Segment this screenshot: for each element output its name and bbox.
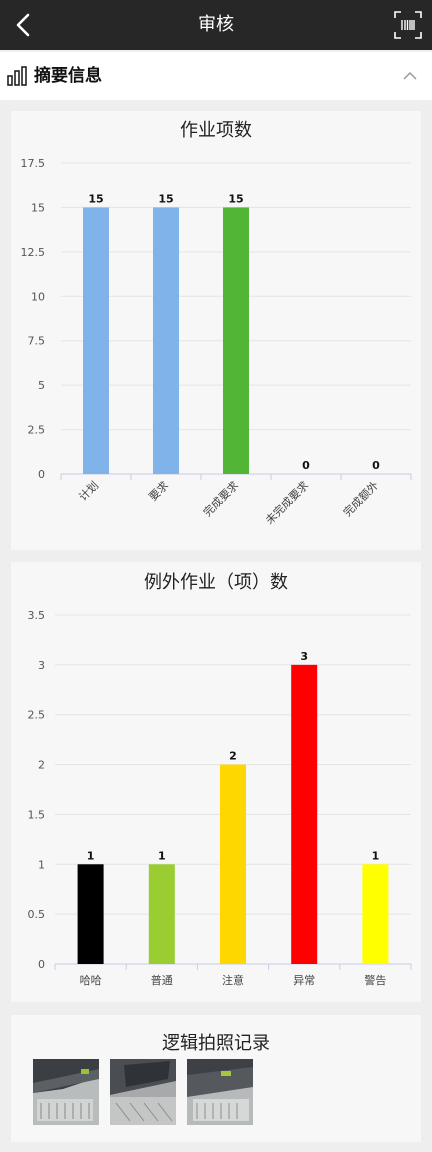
top-bar: 审核	[0, 0, 432, 50]
category-label: 警告	[364, 973, 386, 987]
y-tick-label: 10	[31, 290, 45, 303]
y-tick-label: 5	[38, 379, 45, 392]
y-tick-label: 0.5	[28, 908, 46, 921]
data-label: 1	[87, 849, 95, 862]
chart-card-job-items: 作业项数 0 2.5 5 7.5 10 12.5 15 17.5 15 计划 15 要求 15 完成要求 0 未…	[11, 111, 421, 550]
bar	[291, 664, 318, 964]
data-label: 15	[88, 192, 103, 205]
bar	[223, 207, 249, 474]
data-label: 2	[229, 750, 237, 763]
chart-card-exception-jobs: 例外作业（项）数 0 0.5 1 1.5 2 2.5 3 3.5 1 哈哈 1 普通 2 注意 3 异常 1 警告	[11, 562, 421, 1002]
y-tick-label: 1.5	[28, 808, 46, 821]
page-title: 审核	[198, 14, 234, 35]
data-label: 15	[158, 192, 173, 205]
chevron-left-icon[interactable]	[8, 8, 42, 42]
scan-barcode-icon[interactable]	[392, 9, 424, 41]
exception-jobs-chart: 例外作业（项）数 0 0.5 1 1.5 2 2.5 3 3.5 1 哈哈 1 普通 2 注意 3 异常 1 警告	[28, 572, 412, 987]
bar	[77, 864, 104, 964]
data-label: 15	[228, 192, 243, 205]
category-label: 完成额外	[340, 478, 381, 519]
bar	[83, 207, 109, 474]
photo-record-card: 逻辑拍照记录	[11, 1015, 421, 1142]
category-label: 要求	[146, 479, 171, 504]
category-label: 普通	[151, 973, 173, 987]
category-label: 完成要求	[200, 478, 241, 519]
y-tick-label: 0	[38, 958, 45, 971]
bar	[362, 864, 389, 964]
bar	[220, 764, 246, 964]
chart-title: 例外作业（项）数	[144, 572, 288, 593]
y-tick-label: 3.5	[28, 609, 46, 622]
photo-record-title: 逻辑拍照记录	[162, 1033, 270, 1054]
photo-thumbnail[interactable]	[33, 1059, 99, 1125]
data-label: 0	[302, 459, 310, 472]
category-label: 哈哈	[80, 974, 102, 987]
chevron-up-icon[interactable]	[400, 66, 420, 86]
data-label: 1	[158, 849, 166, 862]
y-tick-label: 0	[38, 468, 45, 481]
data-label: 1	[372, 849, 380, 862]
data-label: 0	[372, 459, 380, 472]
category-label: 注意	[222, 973, 244, 987]
data-label: 3	[300, 650, 308, 663]
y-tick-label: 1	[38, 858, 45, 871]
job-items-chart: 作业项数 0 2.5 5 7.5 10 12.5 15 17.5 15 计划 15 要求 15 完成要求 0 未…	[21, 120, 412, 527]
summary-title: 摘要信息	[34, 66, 102, 86]
bar	[153, 207, 179, 474]
y-tick-label: 3	[38, 659, 45, 672]
y-tick-label: 2.5	[28, 424, 46, 437]
photo-thumbnail[interactable]	[110, 1059, 176, 1125]
chart-title: 作业项数	[180, 120, 252, 141]
y-tick-label: 15	[31, 201, 45, 214]
y-tick-label: 17.5	[21, 157, 46, 170]
bar-chart-icon	[7, 66, 27, 86]
summary-header[interactable]: 摘要信息	[0, 52, 432, 100]
category-label: 计划	[76, 479, 101, 504]
y-tick-label: 12.5	[21, 246, 46, 259]
category-label: 异常	[293, 974, 315, 987]
category-label: 未完成要求	[262, 478, 311, 527]
bar	[148, 864, 175, 964]
photo-thumbnail[interactable]	[187, 1059, 253, 1125]
y-tick-label: 2	[38, 759, 45, 772]
y-tick-label: 2.5	[28, 709, 46, 722]
y-tick-label: 7.5	[28, 335, 46, 348]
